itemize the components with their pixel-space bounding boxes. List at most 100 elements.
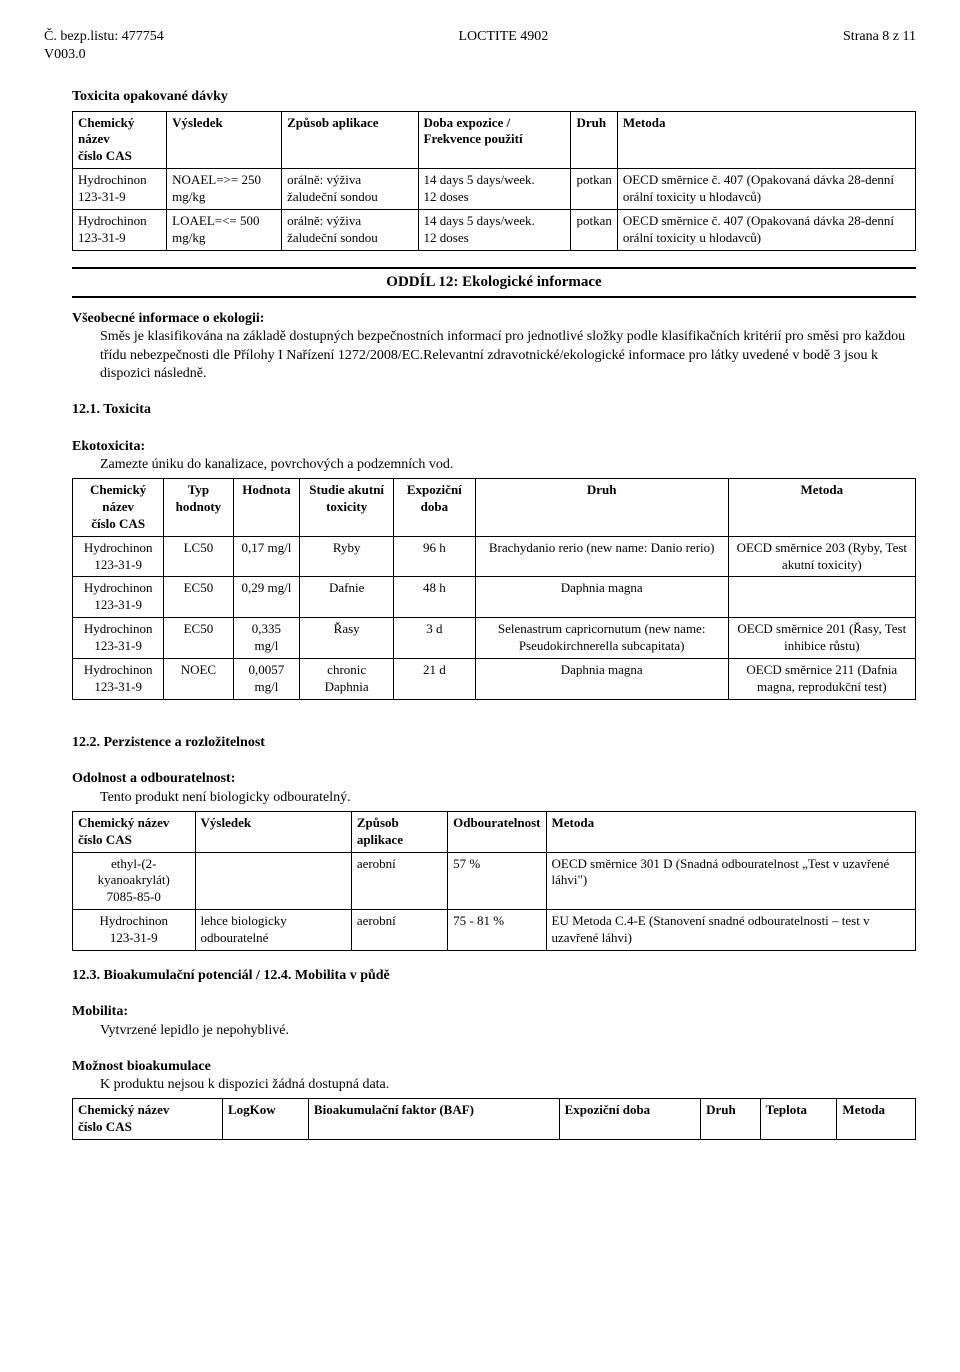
sec121-title: 12.1. Toxicita (72, 401, 916, 419)
col: Hodnota (233, 478, 300, 536)
cell: potkan (571, 169, 617, 210)
cell: 21 d (394, 659, 476, 700)
cell: Hydrochinon 123-31-9 (73, 577, 164, 618)
cell: 0,0057 mg/l (233, 659, 300, 700)
cell: 3 d (394, 618, 476, 659)
col: Expoziční doba (394, 478, 476, 536)
table-row: Hydrochinon 123-31-9 EC50 0,335 mg/l Řas… (73, 618, 916, 659)
cell: Hydrochinon 123-31-9 (73, 910, 196, 951)
ecotox-body: Zamezte úniku do kanalizace, povrchových… (100, 456, 916, 474)
col-method-app: Způsob aplikace (282, 111, 418, 169)
bioakumulace-body: K produktu nejsou k dispozici žádná dost… (100, 1076, 916, 1094)
table-row: Hydrochinon 123-31-9 LOAEL=<= 500 mg/kg … (73, 210, 916, 251)
cell: NOAEL=>= 250 mg/kg (167, 169, 282, 210)
col: Metoda (837, 1099, 916, 1140)
bioaccum-table: Chemický název číslo CAS LogKow Bioakumu… (72, 1098, 916, 1140)
table-row: ethyl-(2-kyanoakrylát) 7085-85-0 aerobní… (73, 852, 916, 910)
col: Chemický název číslo CAS (73, 1099, 223, 1140)
col: Výsledek (195, 811, 351, 852)
cell: Hydrochinon 123-31-9 (73, 169, 167, 210)
sec123-title: 12.3. Bioakumulační potenciál / 12.4. Mo… (72, 967, 916, 985)
col-method: Metoda (617, 111, 915, 169)
col: Metoda (728, 478, 915, 536)
cell: aerobní (351, 910, 447, 951)
section-tox-repeat: Toxicita opakované dávky Chemický název … (72, 88, 916, 250)
cell: aerobní (351, 852, 447, 910)
cell: chronic Daphnia (300, 659, 394, 700)
cell: orálně: výživa žaludeční sondou (282, 210, 418, 251)
oddil12-title: ODDÍL 12: Ekologické informace (72, 267, 916, 299)
col: Teplota (760, 1099, 837, 1140)
cell: 57 % (448, 852, 546, 910)
col: LogKow (222, 1099, 308, 1140)
col: Metoda (546, 811, 915, 852)
cell (195, 852, 351, 910)
table-row: Hydrochinon 123-31-9 LC50 0,17 mg/l Ryby… (73, 536, 916, 577)
doc-id: Č. bezp.listu: 477754 (44, 29, 164, 44)
cell: Daphnia magna (475, 659, 728, 700)
cell: Hydrochinon 123-31-9 (73, 210, 167, 251)
cell: LC50 (164, 536, 233, 577)
col-chem: Chemický název číslo CAS (73, 111, 167, 169)
mobilita-heading: Mobilita: (72, 1004, 128, 1019)
cell: potkan (571, 210, 617, 251)
page-number: Strana 8 z 11 (843, 28, 916, 64)
cell: Ryby (300, 536, 394, 577)
cell: Brachydanio rerio (new name: Danio rerio… (475, 536, 728, 577)
cell: OECD směrnice 203 (Ryby, Test akutní tox… (728, 536, 915, 577)
cell: 0,335 mg/l (233, 618, 300, 659)
odolnost-body: Tento produkt není biologicky odbouratel… (100, 789, 916, 807)
col-species: Druh (571, 111, 617, 169)
cell: NOEC (164, 659, 233, 700)
cell: Hydrochinon 123-31-9 (73, 618, 164, 659)
col: Expoziční doba (559, 1099, 701, 1140)
ecology-general-body: Směs je klasifikována na základě dostupn… (100, 328, 916, 383)
cell: 14 days 5 days/week. 12 doses (418, 210, 571, 251)
col: Bioakumulační faktor (BAF) (308, 1099, 559, 1140)
table-header-row: Chemický název číslo CAS Výsledek Způsob… (73, 111, 916, 169)
col: Chemický název číslo CAS (73, 811, 196, 852)
table-header-row: Chemický název číslo CAS Typ hodnoty Hod… (73, 478, 916, 536)
cell: OECD směrnice 211 (Dafnia magna, reprodu… (728, 659, 915, 700)
table-row: Hydrochinon 123-31-9 EC50 0,29 mg/l Dafn… (73, 577, 916, 618)
table-row: Hydrochinon 123-31-9 lehce biologicky od… (73, 910, 916, 951)
cell: Daphnia magna (475, 577, 728, 618)
cell: Hydrochinon 123-31-9 (73, 536, 164, 577)
cell: ethyl-(2-kyanoakrylát) 7085-85-0 (73, 852, 196, 910)
cell: Hydrochinon 123-31-9 (73, 659, 164, 700)
ecotox-heading: Ekotoxicita: (72, 439, 145, 454)
cell: OECD směrnice 201 (Řasy, Test inhibice r… (728, 618, 915, 659)
ecology-general: Všeobecné informace o ekologii: Směs je … (72, 310, 916, 383)
section-12-3: 12.3. Bioakumulační potenciál / 12.4. Mo… (72, 967, 916, 1140)
col: Způsob aplikace (351, 811, 447, 852)
cell: 48 h (394, 577, 476, 618)
cell: Řasy (300, 618, 394, 659)
cell: OECD směrnice č. 407 (Opakovaná dávka 28… (617, 169, 915, 210)
cell: 96 h (394, 536, 476, 577)
table-header-row: Chemický název číslo CAS Výsledek Způsob… (73, 811, 916, 852)
header-title: LOCTITE 4902 (458, 28, 548, 64)
cell: 14 days 5 days/week. 12 doses (418, 169, 571, 210)
table-header-row: Chemický název číslo CAS LogKow Bioakumu… (73, 1099, 916, 1140)
tox-repeat-table: Chemický název číslo CAS Výsledek Způsob… (72, 111, 916, 251)
cell: orálně: výživa žaludeční sondou (282, 169, 418, 210)
cell: lehce biologicky odbouratelné (195, 910, 351, 951)
tox-repeat-title: Toxicita opakované dávky (72, 88, 916, 106)
page-header: Č. bezp.listu: 477754 V003.0 LOCTITE 4902… (44, 28, 916, 64)
cell: Dafnie (300, 577, 394, 618)
cell: Selenastrum capricornutum (new name: Pse… (475, 618, 728, 659)
cell: EC50 (164, 618, 233, 659)
persistence-table: Chemický název číslo CAS Výsledek Způsob… (72, 811, 916, 951)
header-left: Č. bezp.listu: 477754 V003.0 (44, 28, 164, 64)
cell: OECD směrnice č. 407 (Opakovaná dávka 28… (617, 210, 915, 251)
doc-version: V003.0 (44, 47, 86, 62)
mobilita-body: Vytvrzené lepidlo je nepohyblivé. (100, 1022, 916, 1040)
ecology-general-heading: Všeobecné informace o ekologii: (72, 311, 264, 326)
col: Studie akutní toxicity (300, 478, 394, 536)
cell: 75 - 81 % (448, 910, 546, 951)
table-row: Hydrochinon 123-31-9 NOEC 0,0057 mg/l ch… (73, 659, 916, 700)
cell: EU Metoda C.4-E (Stanovení snadné odbour… (546, 910, 915, 951)
col-exposure: Doba expozice / Frekvence použití (418, 111, 571, 169)
col-result: Výsledek (167, 111, 282, 169)
section-12-2: 12.2. Perzistence a rozložitelnost Odoln… (72, 734, 916, 951)
